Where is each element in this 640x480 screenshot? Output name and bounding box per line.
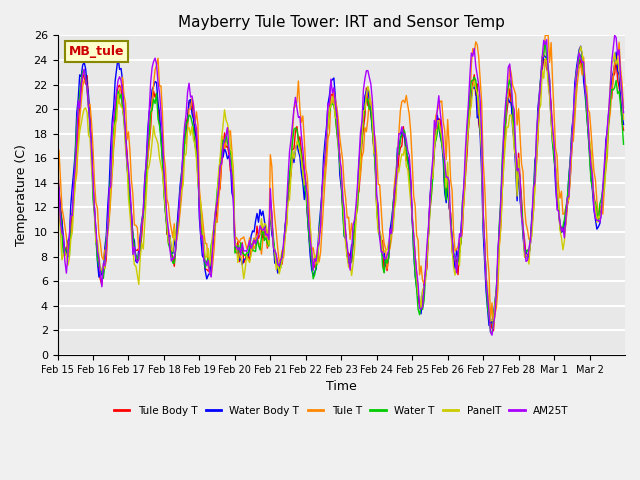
Tule T	[620, 106, 627, 111]
Tule Body T	[620, 127, 627, 133]
Tule T	[490, 325, 497, 331]
AM25T	[488, 332, 496, 338]
Water T	[73, 121, 81, 127]
Water T	[54, 175, 61, 180]
Water Body T	[543, 55, 550, 61]
AM25T	[618, 91, 626, 97]
Water T	[544, 64, 552, 70]
Tule Body T	[345, 250, 353, 256]
Tule T	[91, 179, 99, 185]
Tule T	[618, 80, 626, 85]
Water Body T	[620, 121, 627, 127]
PanelT	[486, 318, 494, 324]
Tule Body T	[612, 56, 620, 61]
Tule Body T	[457, 239, 465, 245]
Line: Water T: Water T	[58, 42, 623, 333]
Water Body T	[485, 323, 493, 328]
AM25T	[54, 181, 61, 187]
Water Body T	[618, 110, 626, 116]
AM25T	[620, 110, 627, 116]
Water T	[91, 212, 99, 218]
PanelT	[345, 264, 353, 270]
Title: Mayberry Tule Tower: IRT and Sensor Temp: Mayberry Tule Tower: IRT and Sensor Temp	[178, 15, 505, 30]
Tule Body T	[73, 149, 81, 155]
Water Body T	[73, 110, 81, 116]
Water T	[345, 255, 353, 261]
AM25T	[91, 208, 99, 214]
AM25T	[611, 33, 618, 38]
PanelT	[543, 59, 550, 64]
PanelT	[620, 116, 627, 122]
Line: Tule T: Tule T	[58, 36, 623, 328]
PanelT	[457, 232, 465, 238]
Tule Body T	[543, 66, 550, 72]
Tule Body T	[490, 328, 497, 334]
Water T	[457, 238, 465, 244]
Line: Water Body T: Water Body T	[58, 46, 623, 325]
AM25T	[345, 256, 353, 262]
Tule T	[544, 33, 552, 38]
Tule Body T	[54, 158, 61, 164]
PanelT	[577, 44, 584, 49]
Tule T	[54, 145, 61, 151]
PanelT	[91, 208, 99, 214]
Water T	[488, 330, 496, 336]
Tule T	[541, 33, 549, 38]
Tule Body T	[91, 205, 99, 211]
Text: MB_tule: MB_tule	[69, 45, 124, 58]
Water Body T	[457, 227, 465, 232]
Water Body T	[577, 43, 584, 49]
Water T	[541, 39, 549, 45]
Tule T	[73, 171, 81, 177]
Water Body T	[91, 206, 99, 212]
Y-axis label: Temperature (C): Temperature (C)	[15, 144, 28, 246]
Water T	[620, 142, 627, 147]
AM25T	[457, 234, 465, 240]
Line: Tule Body T: Tule Body T	[58, 59, 623, 331]
PanelT	[54, 180, 61, 186]
Tule Body T	[618, 120, 626, 125]
AM25T	[543, 37, 550, 43]
PanelT	[73, 156, 81, 161]
Water T	[618, 119, 626, 125]
Legend: Tule Body T, Water Body T, Tule T, Water T, PanelT, AM25T: Tule Body T, Water Body T, Tule T, Water…	[109, 402, 573, 420]
Line: AM25T: AM25T	[58, 36, 623, 335]
Tule T	[457, 241, 465, 247]
Water Body T	[345, 261, 353, 266]
AM25T	[73, 136, 81, 142]
X-axis label: Time: Time	[326, 380, 356, 393]
PanelT	[618, 94, 626, 100]
Water Body T	[54, 169, 61, 175]
Line: PanelT: PanelT	[58, 47, 623, 321]
Tule T	[345, 214, 353, 220]
